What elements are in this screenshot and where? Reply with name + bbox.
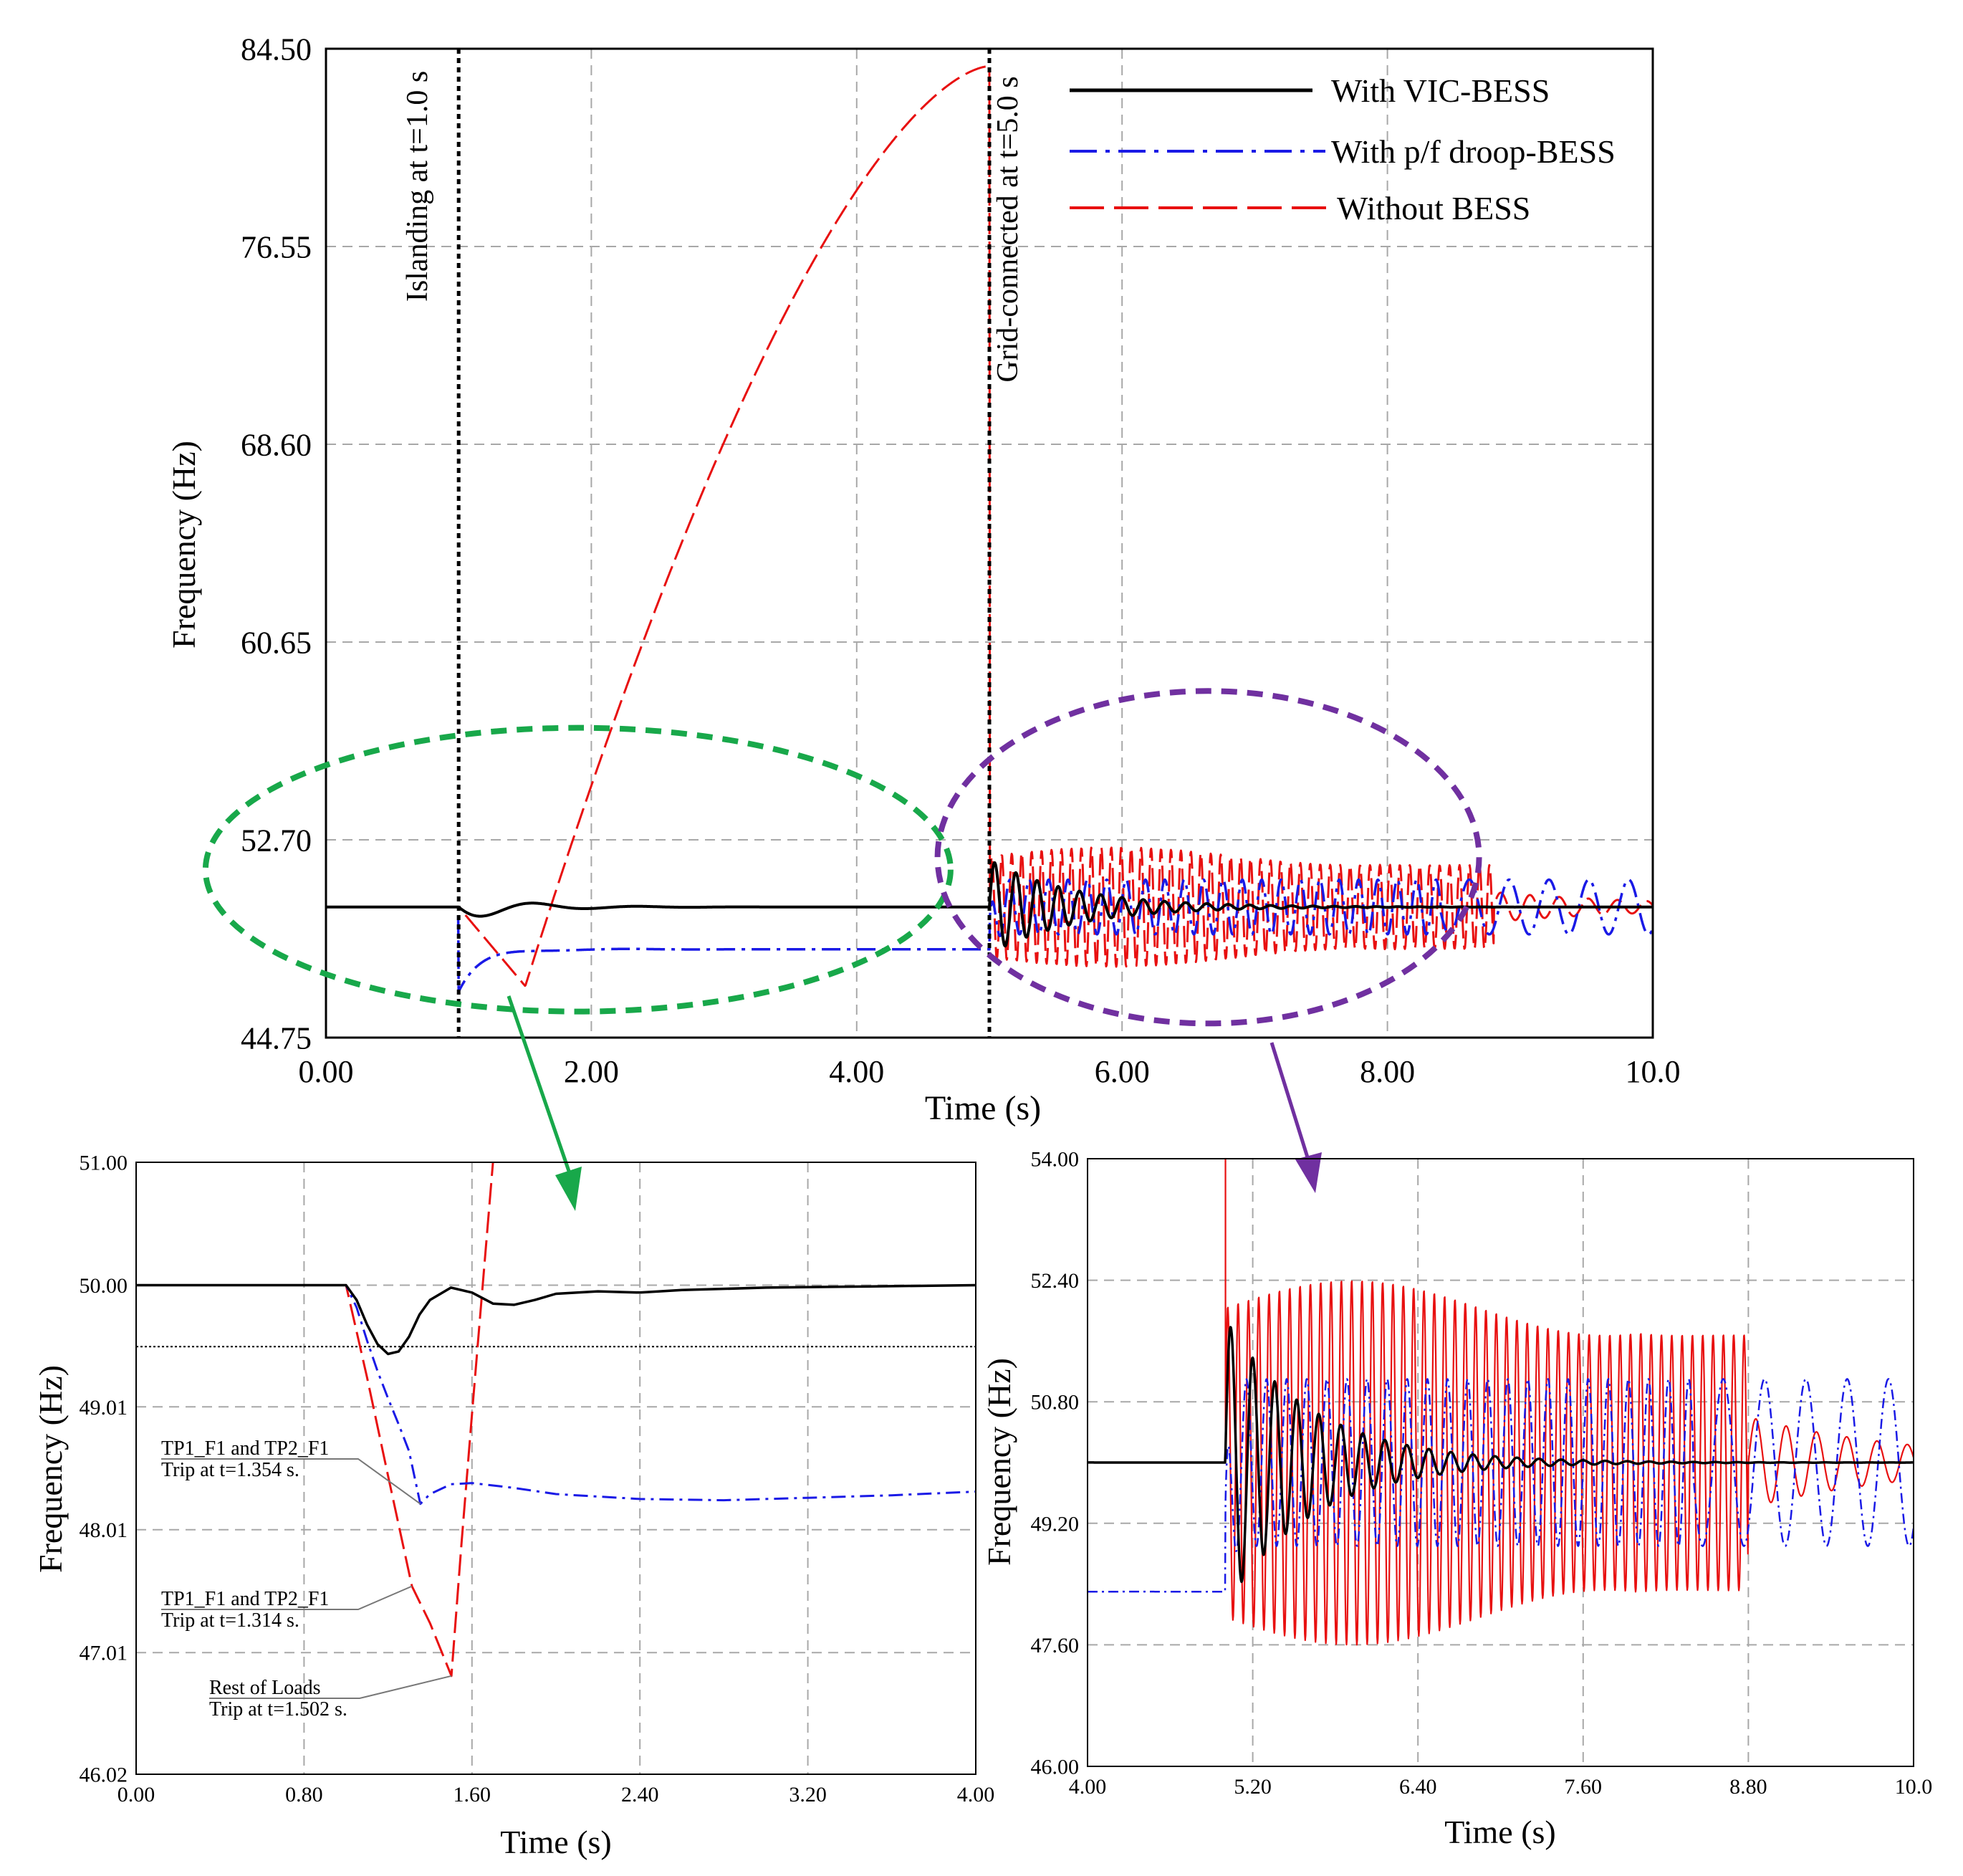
zoom-right-x-axis-label: Time (s) — [1444, 1814, 1556, 1850]
zoom-left-chart: 0.00 0.80 1.60 2.40 3.20 4.00 46.02 47.01 48.01 4… — [32, 1152, 994, 1861]
annotation-text: Rest of Loads — [209, 1677, 321, 1699]
x-tick-label: 0.00 — [299, 1054, 354, 1089]
green-highlight-ellipse — [202, 724, 954, 1015]
y-tick-label: 46.02 — [80, 1763, 128, 1787]
y-tick-label: 76.55 — [241, 229, 312, 264]
x-tick-label: 7.60 — [1565, 1775, 1603, 1799]
series-without-bess — [326, 64, 1653, 987]
annotation-leader — [161, 1458, 421, 1505]
y-tick-label: 68.60 — [241, 427, 312, 462]
y-tick-label: 60.65 — [241, 625, 312, 660]
zoom-right-series-droop-bess — [1088, 1378, 1914, 1593]
x-tick-label: 8.00 — [1360, 1054, 1415, 1089]
x-tick-label: 6.40 — [1399, 1775, 1437, 1799]
legend-label-vic: With VIC-BESS — [1331, 72, 1550, 109]
y-tick-label: 54.00 — [1031, 1148, 1080, 1172]
main-legend: With VIC-BESS With p/f droop-BESS Withou… — [1070, 72, 1616, 226]
islanding-event-label: Islanding at t=1.0 s — [401, 71, 434, 302]
x-tick-label: 1.60 — [453, 1783, 491, 1806]
y-tick-label: 52.40 — [1031, 1269, 1080, 1293]
y-tick-label: 84.50 — [241, 32, 312, 67]
purple-arrowhead — [1295, 1152, 1322, 1193]
zoom-left-frame — [135, 1162, 976, 1775]
purple-highlight-ellipse — [934, 688, 1482, 1027]
grid-connected-event-label: Grid-connected at t=5.0 s — [992, 76, 1024, 382]
x-tick-label: 8.80 — [1729, 1775, 1767, 1799]
x-tick-label: 10.0 — [1626, 1054, 1681, 1089]
y-tick-label: 48.01 — [80, 1518, 128, 1542]
x-tick-label: 5.20 — [1234, 1775, 1272, 1799]
annotation-text: Trip at t=1.314 s. — [161, 1609, 299, 1632]
x-tick-label: 4.00 — [1069, 1775, 1107, 1799]
annotation-text: TP1_F1 and TP2_F1 — [161, 1588, 329, 1610]
purple-zoom-arrow — [1270, 1042, 1310, 1158]
x-tick-label: 0.00 — [117, 1783, 155, 1806]
annotation-text: Trip at t=1.502 s. — [209, 1698, 347, 1721]
y-tick-label: 49.01 — [80, 1396, 128, 1420]
legend-label-without: Without BESS — [1337, 190, 1530, 226]
x-tick-label: 4.00 — [829, 1054, 884, 1089]
annotation-leader — [209, 1675, 452, 1699]
y-tick-label: 47.01 — [80, 1642, 128, 1665]
x-tick-label: 2.40 — [621, 1783, 659, 1806]
zoom-left-y-axis-label: Frequency (Hz) — [32, 1365, 69, 1573]
x-tick-label: 4.00 — [957, 1783, 995, 1806]
y-tick-label: 50.00 — [80, 1274, 128, 1298]
green-zoom-arrow — [507, 995, 572, 1176]
y-tick-label: 44.75 — [241, 1020, 312, 1056]
zoom-left-series-vic-bess — [136, 1283, 976, 1356]
x-tick-label: 6.00 — [1095, 1054, 1150, 1089]
y-tick-label: 50.80 — [1031, 1391, 1080, 1415]
zoom-left-series-droop-bess — [136, 1284, 976, 1506]
y-tick-label: 47.60 — [1031, 1634, 1080, 1657]
y-tick-label: 46.00 — [1031, 1756, 1080, 1779]
main-chart: 0.00 2.00 4.00 6.00 8.00 10.0 44.75 52.70 60.65 6… — [165, 32, 1681, 1127]
x-tick-label: 10.0 — [1895, 1775, 1933, 1799]
zoom-left-series-without-bess — [136, 1162, 494, 1678]
zoom-right-series-vic-bess — [1088, 1326, 1914, 1584]
legend-label-droop: With p/f droop-BESS — [1331, 133, 1616, 170]
zoom-arrows — [507, 995, 1322, 1211]
green-arrowhead — [555, 1167, 582, 1211]
zoom-right-series-without-bess — [1224, 1159, 1914, 1646]
main-x-axis-label: Time (s) — [925, 1089, 1041, 1127]
zoom-right-y-axis-label: Frequency (Hz) — [981, 1358, 1017, 1566]
x-tick-label: 3.20 — [789, 1783, 827, 1806]
annotation-text: Trip at t=1.354 s. — [161, 1459, 299, 1481]
zoom-left-x-axis-label: Time (s) — [500, 1824, 612, 1860]
x-tick-label: 0.80 — [285, 1783, 323, 1806]
zoom-right-frame — [1087, 1158, 1914, 1767]
annotation-text: TP1_F1 and TP2_F1 — [161, 1437, 329, 1460]
y-tick-label: 51.00 — [80, 1152, 128, 1175]
y-tick-label: 52.70 — [241, 823, 312, 858]
main-y-axis-label: Frequency (Hz) — [165, 441, 202, 649]
y-tick-label: 49.20 — [1031, 1512, 1080, 1536]
x-tick-label: 2.00 — [564, 1054, 619, 1089]
series-droop-bess — [326, 878, 1653, 993]
zoom-right-chart: 4.00 5.20 6.40 7.60 8.80 10.0 46.00 47.60 49.20 5… — [981, 1148, 1933, 1851]
annotation-leader — [161, 1585, 413, 1610]
